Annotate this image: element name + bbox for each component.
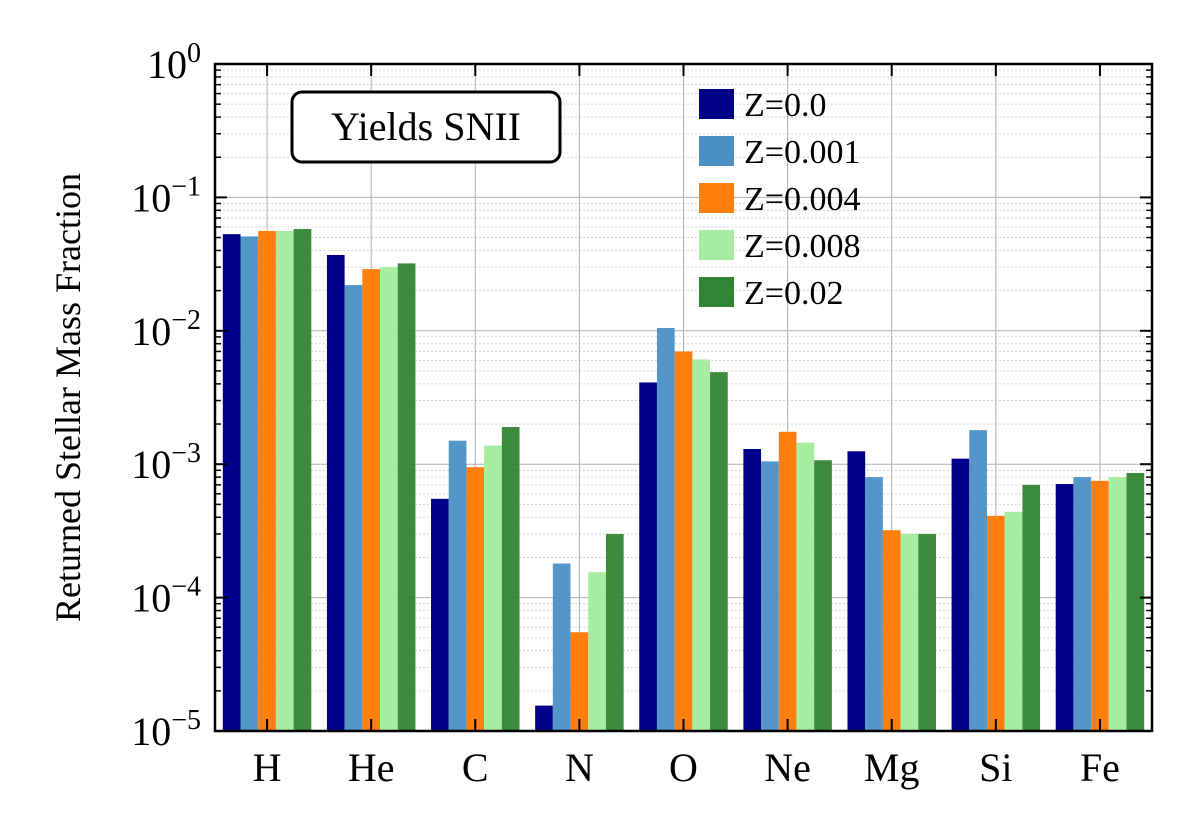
legend-label: Z=0.001 — [744, 134, 860, 171]
bar-fe-series-1 — [1073, 477, 1092, 731]
bar-mg-series-4 — [918, 533, 936, 731]
bar-mg-series-3 — [900, 533, 919, 731]
bar-n-series-1 — [552, 563, 571, 731]
x-tick-labels: H He C N O Ne Mg Si Fe — [253, 745, 1120, 790]
bar-mg-series-2 — [882, 530, 901, 731]
bar-si-series-1 — [969, 430, 987, 731]
x-tick-label: C — [462, 745, 489, 790]
bar-h-series-2 — [258, 230, 276, 732]
bar-o-series-4 — [710, 372, 728, 731]
bar-c-series-1 — [448, 440, 467, 731]
legend-label: Z=0.02 — [744, 275, 843, 312]
bar-n-series-3 — [588, 572, 606, 731]
x-tick-label: Si — [979, 745, 1012, 790]
plot-frame — [213, 62, 1154, 733]
bar-o-series-2 — [674, 351, 693, 731]
bar-mg-series-1 — [865, 477, 883, 731]
bar-n-series-0 — [535, 705, 553, 731]
bar-ne-series-0 — [743, 448, 762, 731]
bar-si-series-3 — [1004, 511, 1023, 731]
bar-he-series-3 — [380, 267, 398, 731]
x-tick-label: N — [565, 745, 594, 790]
bar-c-series-0 — [431, 498, 449, 731]
bar-h-series-1 — [240, 236, 259, 731]
bar-si-series-0 — [951, 458, 970, 731]
bar-o-series-3 — [692, 359, 711, 731]
legend-label: Z=0.004 — [744, 181, 860, 218]
bar-n-series-2 — [570, 632, 589, 731]
bar-c-series-3 — [484, 445, 502, 731]
legend-swatch — [699, 277, 734, 307]
y-tick-labels: 10−5 10−4 10−3 10−2 10−1 100 — [131, 38, 201, 754]
bar-c-series-4 — [501, 427, 520, 731]
y-tick-label: 10−1 — [131, 171, 201, 220]
bar-si-series-2 — [986, 515, 1005, 731]
bar-he-series-1 — [344, 285, 363, 731]
bar-he-series-2 — [362, 269, 381, 731]
bar-he-series-0 — [326, 255, 345, 731]
x-tick-label: Ne — [764, 745, 811, 790]
x-tick-label: Mg — [864, 745, 920, 790]
bar-fe-series-2 — [1091, 480, 1109, 731]
bar-he-series-4 — [397, 263, 416, 731]
x-tick-label: He — [348, 745, 395, 790]
y-tick-label: 10−2 — [131, 305, 201, 354]
bar-ne-series-2 — [778, 431, 797, 731]
annotation-frame — [290, 90, 562, 164]
bar-o-series-0 — [639, 382, 657, 731]
bar-c-series-2 — [466, 467, 485, 731]
legend-label: Z=0.008 — [744, 228, 860, 265]
bar-fe-series-4 — [1126, 472, 1145, 731]
bar-ne-series-4 — [814, 460, 832, 731]
y-tick-label: 100 — [147, 38, 201, 87]
bar-ne-series-3 — [796, 442, 815, 731]
bar-h-series-0 — [222, 234, 241, 732]
bar-fe-series-3 — [1108, 477, 1127, 731]
bars — [222, 228, 1145, 732]
legend-swatch — [699, 230, 734, 260]
bar-o-series-1 — [656, 327, 675, 731]
legend: Z=0.0 Z=0.001 Z=0.004 Z=0.008 Z=0.02 — [699, 87, 860, 312]
legend-label: Z=0.0 — [744, 87, 826, 124]
x-tick-label: H — [253, 745, 282, 790]
y-axis-label: Returned Stellar Mass Fraction — [48, 173, 88, 622]
annotation-box: Yields SNII — [290, 90, 562, 164]
bar-h-series-4 — [293, 228, 312, 731]
legend-swatch — [699, 89, 734, 119]
bar-fe-series-0 — [1055, 484, 1074, 731]
bar-si-series-4 — [1022, 484, 1041, 731]
y-tick-label: 10−5 — [131, 705, 201, 754]
y-tick-label: 10−3 — [131, 438, 201, 487]
x-tick-label: Fe — [1080, 745, 1120, 790]
x-tick-label: O — [669, 745, 698, 790]
bar-n-series-4 — [605, 533, 624, 731]
bar-ne-series-1 — [761, 461, 779, 731]
bar-h-series-3 — [275, 230, 294, 732]
y-tick-label: 10−4 — [131, 572, 201, 621]
legend-swatch — [699, 183, 734, 213]
legend-swatch — [699, 136, 734, 166]
annotation-text: Yields SNII — [331, 104, 521, 149]
bar-mg-series-0 — [847, 451, 866, 731]
